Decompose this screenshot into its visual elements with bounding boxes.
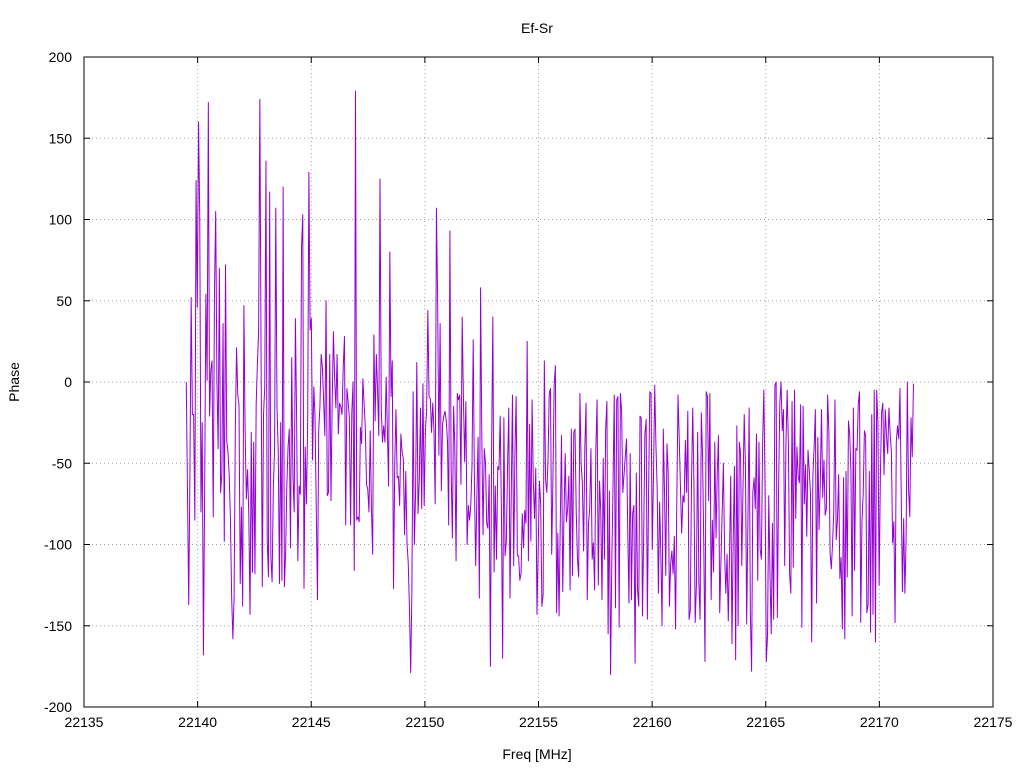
series-layer xyxy=(185,90,914,675)
y-axis-label: Phase xyxy=(6,362,22,402)
y-tick-label: -200 xyxy=(44,699,72,715)
x-tick-label: 22165 xyxy=(746,714,785,730)
x-tick-label: 22135 xyxy=(65,714,104,730)
x-tick-label: 22140 xyxy=(178,714,217,730)
x-tick-label: 22175 xyxy=(974,714,1013,730)
y-tick-label: -150 xyxy=(44,618,72,634)
y-tick-label: 200 xyxy=(49,49,73,65)
y-tick-label: -100 xyxy=(44,537,72,553)
x-axis-label: Freq [MHz] xyxy=(502,746,571,762)
chart-title: Ef-Sr xyxy=(521,20,553,36)
x-tick-label: 22160 xyxy=(633,714,672,730)
axis-ticks xyxy=(83,56,994,708)
x-tick-label: 22150 xyxy=(405,714,444,730)
phase-series-line-1 xyxy=(185,90,914,675)
y-axis-tick-labels: -200 -150 -100 -50 0 50 100 150 200 xyxy=(44,49,72,715)
y-tick-label: -50 xyxy=(52,455,72,471)
y-tick-label: 0 xyxy=(64,374,72,390)
x-tick-label: 22170 xyxy=(860,714,899,730)
y-tick-label: 50 xyxy=(56,293,72,309)
y-tick-label: 150 xyxy=(49,130,73,146)
grid-lines xyxy=(84,57,993,707)
x-tick-label: 22155 xyxy=(519,714,558,730)
x-tick-label: 22145 xyxy=(292,714,331,730)
x-axis-tick-labels: 22135 22140 22145 22150 22155 22160 22165 22170… xyxy=(65,714,1013,730)
y-tick-label: 100 xyxy=(49,212,73,228)
